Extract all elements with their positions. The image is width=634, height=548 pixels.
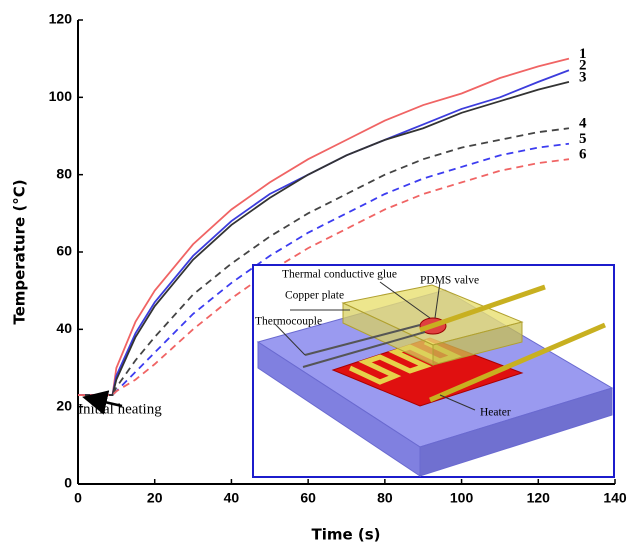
annotation-arrow bbox=[82, 390, 123, 415]
x-tick-label: 0 bbox=[74, 490, 82, 506]
series-line bbox=[78, 80, 570, 396]
series-label: 2 bbox=[579, 58, 587, 74]
y-tick-label: 40 bbox=[56, 320, 72, 336]
x-tick-label: 140 bbox=[603, 490, 627, 506]
x-tick-label: 80 bbox=[377, 490, 393, 506]
series-line bbox=[78, 57, 570, 396]
x-axis-title: Time (s) bbox=[311, 526, 380, 544]
x-tick-label: 60 bbox=[300, 490, 316, 506]
series-line bbox=[78, 158, 570, 396]
series-line bbox=[78, 69, 570, 396]
y-tick-label: 100 bbox=[49, 88, 73, 104]
inset-label: Thermocouple bbox=[255, 316, 322, 328]
series-label: 4 bbox=[579, 116, 587, 132]
series-label: 5 bbox=[579, 131, 587, 147]
series-label: 1 bbox=[579, 46, 587, 62]
x-tick-label: 120 bbox=[527, 490, 551, 506]
inset-diagram: Thermal conductive glue PDMS valve Coppe… bbox=[252, 264, 615, 478]
x-tick-label: 40 bbox=[224, 490, 240, 506]
x-tick-label: 100 bbox=[450, 490, 474, 506]
series-line bbox=[78, 127, 570, 396]
y-tick-label: 80 bbox=[56, 165, 72, 181]
inset-label: Copper plate bbox=[285, 290, 344, 302]
y-tick-label: 20 bbox=[56, 397, 72, 413]
inset-label: Thermal conductive glue bbox=[282, 269, 397, 281]
series-line bbox=[78, 142, 570, 396]
inset-label: Heater bbox=[480, 407, 511, 419]
y-tick-label: 60 bbox=[56, 243, 72, 259]
annotation: Initial heating bbox=[78, 401, 162, 417]
x-tick-label: 20 bbox=[147, 490, 163, 506]
series-label: 6 bbox=[579, 147, 587, 163]
y-axis-title: Temperature (°C) bbox=[11, 179, 29, 324]
y-tick-label: 0 bbox=[64, 475, 72, 491]
inset-label: PDMS valve bbox=[420, 275, 479, 287]
series-label: 3 bbox=[579, 69, 587, 85]
y-tick-label: 120 bbox=[49, 11, 73, 27]
